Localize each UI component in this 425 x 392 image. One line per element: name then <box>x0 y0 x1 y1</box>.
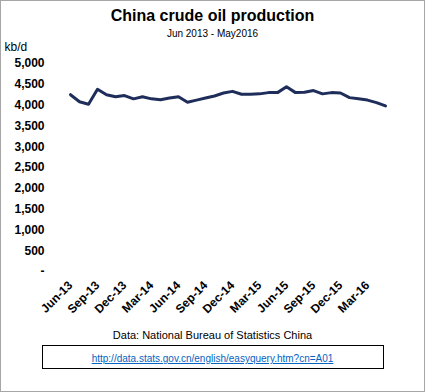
svg-text:Mar-16: Mar-16 <box>335 278 372 315</box>
html-text:Data: National Bureau of Stati: Data: National Bureau of Statistics Chin… <box>112 329 313 341</box>
svg-text:4,000: 4,000 <box>14 98 44 112</box>
svg-text:Jun-15: Jun-15 <box>254 278 292 316</box>
svg-text:4,500: 4,500 <box>14 77 44 91</box>
svg-text:Sep-14: Sep-14 <box>172 278 211 316</box>
svg-text:1,500: 1,500 <box>14 202 44 216</box>
svg-text:3,000: 3,000 <box>14 140 44 154</box>
svg-text:Jun-14: Jun-14 <box>146 278 184 316</box>
svg-text:Sep-15: Sep-15 <box>280 278 319 316</box>
svg-text:Mar-14: Mar-14 <box>119 278 157 316</box>
svg-text:-: - <box>41 264 45 278</box>
svg-text:2,500: 2,500 <box>14 160 44 174</box>
svg-text:5,000: 5,000 <box>14 56 44 70</box>
svg-text:Dec-15: Dec-15 <box>307 278 346 316</box>
svg-text:500: 500 <box>24 244 44 258</box>
html-text:http://data.stats.gov.cn/engli: http://data.stats.gov.cn/english/easyque… <box>91 353 334 364</box>
svg-text:Dec-13: Dec-13 <box>91 278 130 316</box>
svg-text:Dec-14: Dec-14 <box>199 278 238 316</box>
svg-text:kb/d: kb/d <box>5 40 28 54</box>
svg-text:Sep-13: Sep-13 <box>64 278 103 316</box>
svg-text:1,000: 1,000 <box>14 223 44 237</box>
html-text:China crude oil production: China crude oil production <box>110 7 315 24</box>
svg-text:2,000: 2,000 <box>14 181 44 195</box>
svg-text:3,500: 3,500 <box>14 119 44 133</box>
html-text:Jun 2013 - May2016: Jun 2013 - May2016 <box>166 28 259 39</box>
svg-text:Jun-13: Jun-13 <box>38 278 76 316</box>
svg-text:Mar-15: Mar-15 <box>227 278 265 316</box>
